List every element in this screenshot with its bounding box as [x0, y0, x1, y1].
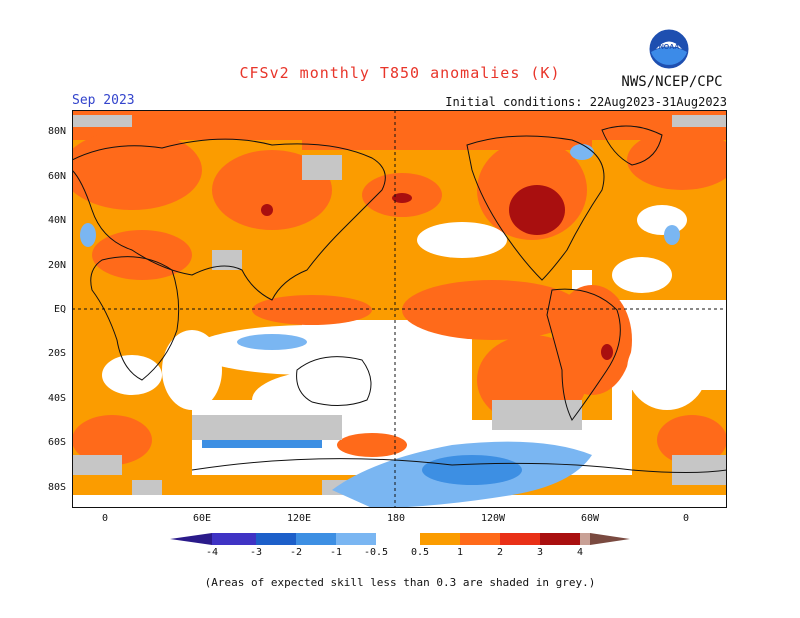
coastlines: [72, 125, 727, 473]
north-america-outline: [466, 135, 605, 281]
initial-conditions: Initial conditions: 22Aug2023-31Aug2023: [445, 95, 727, 109]
africa-outline: [90, 256, 180, 381]
strong-warm-fill: [72, 130, 727, 465]
valid-month: Sep 2023: [72, 93, 135, 108]
very-warm-fill: [261, 185, 613, 360]
lat-label: 80N: [47, 126, 66, 137]
australia-outline: [296, 356, 372, 406]
colorbar-segment: [212, 533, 256, 545]
lon-label: 180: [386, 513, 406, 524]
anomaly-map: [72, 110, 727, 508]
noaa-logo: NOAA: [648, 28, 690, 70]
map-title: CFSv2 monthly T850 anomalies (K): [239, 64, 561, 82]
colorbar-label: 0.5: [410, 547, 430, 558]
colorbar-arrow-max: [590, 533, 630, 545]
colorbar-segment: [500, 533, 540, 545]
lon-label: 0: [101, 513, 109, 524]
logo-text: NOAA: [659, 44, 680, 51]
skill-note: (Areas of expected skill less than 0.3 a…: [204, 576, 596, 589]
colorbar: [170, 533, 630, 545]
colorbar-label: -0.5: [363, 547, 389, 558]
lat-label: 20S: [47, 348, 66, 359]
colorbar-label: -1: [329, 547, 343, 558]
lat-label: 60N: [47, 171, 66, 182]
colorbar-segment: [296, 533, 336, 545]
lat-label: EQ: [53, 304, 66, 315]
colorbar-label: -2: [289, 547, 303, 558]
colorbar-label: -3: [249, 547, 263, 558]
lat-label: 40N: [47, 215, 66, 226]
colorbar-segment: [460, 533, 500, 545]
colorbar-segment: [336, 533, 376, 545]
lat-label: 80S: [47, 482, 66, 493]
map-frame: [72, 110, 727, 508]
agency-label: NWS/NCEP/CPC: [621, 74, 723, 90]
antarctica-outline: [191, 458, 727, 473]
colorbar-segment: [420, 533, 460, 545]
lat-label: 20N: [47, 260, 66, 271]
greenland-outline: [601, 125, 663, 166]
colorbar-segment: [376, 533, 420, 545]
colorbar-label: 3: [536, 547, 544, 558]
lon-label: 60W: [580, 513, 600, 524]
south-america-outline: [546, 288, 621, 421]
cold-anomaly-fill: [80, 144, 680, 508]
lon-label: 120E: [286, 513, 312, 524]
colorbar-arrow-min: [170, 533, 212, 545]
colorbar-label: 4: [576, 547, 584, 558]
lon-label: 120W: [480, 513, 506, 524]
lat-label: 40S: [47, 393, 66, 404]
lon-label: 60E: [192, 513, 212, 524]
colorbar-segment: [580, 533, 590, 545]
colorbar-segment: [540, 533, 580, 545]
eurasia-outline: [72, 138, 386, 301]
colorbar-label: 2: [496, 547, 504, 558]
colorbar-segment: [256, 533, 296, 545]
lat-label: 60S: [47, 437, 66, 448]
lon-label: 0: [682, 513, 690, 524]
colorbar-label: -4: [205, 547, 219, 558]
colorbar-label: 1: [456, 547, 464, 558]
